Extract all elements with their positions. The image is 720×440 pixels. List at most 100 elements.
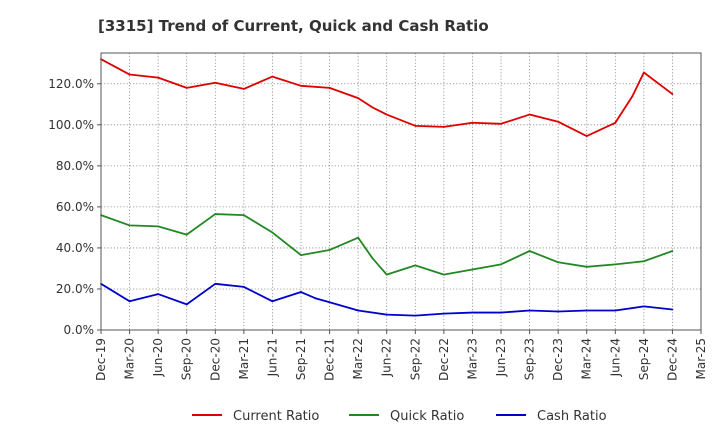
cash-ratio-point — [271, 300, 274, 303]
legend-label: Cash Ratio — [537, 409, 607, 424]
cash-ratio-point — [328, 301, 331, 304]
current-ratio-point — [214, 81, 217, 84]
cash-ratio-point — [671, 308, 674, 311]
current-ratio-point — [500, 122, 502, 125]
cash-ratio-point — [642, 305, 645, 308]
current-ratio-point — [185, 86, 188, 89]
grid — [101, 53, 701, 330]
legend-label: Quick Ratio — [390, 409, 464, 424]
quick-ratio-point — [642, 260, 645, 263]
x-tick-label: Dec-23 — [551, 338, 565, 381]
y-tick-label: 80.0% — [56, 159, 94, 173]
cash-ratio-point — [500, 311, 502, 314]
x-tick-label: Sep-20 — [180, 338, 194, 380]
quick-ratio-point — [128, 224, 131, 227]
current-ratio-point — [528, 113, 531, 116]
cash-ratio-point — [385, 313, 388, 316]
series-lines — [100, 58, 674, 317]
cash-ratio-point — [314, 297, 317, 300]
x-tick-label: Mar-23 — [465, 338, 479, 379]
quick-ratio-point — [442, 273, 445, 276]
plot-frame — [100, 52, 702, 331]
x-tick-label: Jun-22 — [380, 338, 394, 377]
current-ratio-point — [614, 121, 617, 124]
cash-ratio-point — [242, 286, 245, 288]
y-tick-label: 100.0% — [48, 118, 94, 132]
legend-label: Current Ratio — [233, 409, 319, 424]
cash-ratio-point — [357, 309, 360, 312]
x-tick-label: Sep-21 — [294, 338, 308, 380]
current-ratio-point — [442, 125, 445, 128]
current-ratio-point — [557, 120, 560, 123]
chart-title: [3315] Trend of Current, Quick and Cash … — [98, 17, 489, 35]
cash-ratio-point — [300, 291, 302, 293]
quick-ratio-point — [557, 261, 560, 264]
current-ratio-point — [471, 121, 474, 124]
current-ratio-point — [631, 95, 634, 97]
x-tick-label: Dec-19 — [94, 338, 108, 381]
y-axis: 0.0% 20.0% 40.0% 60.0% 80.0% 100.0% 120.0% — [48, 77, 101, 337]
quick-ratio-point — [671, 250, 674, 252]
x-tick-label: Mar-22 — [351, 338, 365, 379]
quick-ratio-point — [385, 273, 388, 276]
cash-ratio-line — [100, 282, 673, 317]
x-tick-label: Dec-20 — [208, 338, 222, 381]
quick-ratio-point — [357, 236, 360, 239]
current-ratio-point — [371, 106, 374, 109]
cash-ratio-point — [471, 311, 474, 314]
x-tick-label: Jun-24 — [608, 338, 622, 377]
current-ratio-point — [300, 84, 302, 87]
current-ratio-point — [414, 124, 417, 127]
x-tick-label: Dec-22 — [437, 338, 451, 381]
quick-ratio-point — [185, 233, 188, 236]
cash-ratio-point — [185, 303, 188, 306]
y-tick-label: 20.0% — [56, 282, 94, 296]
quick-ratio-point — [528, 250, 531, 252]
x-tick-label: Mar-25 — [694, 338, 708, 379]
quick-ratio-point — [157, 225, 160, 228]
quick-ratio-point — [371, 257, 374, 260]
legend-item-current-ratio[interactable]: Current Ratio — [192, 409, 319, 424]
quick-ratio-point — [471, 268, 474, 271]
current-ratio-point — [157, 76, 160, 79]
current-ratio-point — [642, 71, 645, 74]
cash-ratio-point — [528, 309, 531, 312]
x-tick-label: Dec-24 — [665, 338, 679, 381]
quick-ratio-point — [500, 263, 502, 266]
x-tick-label: Mar-21 — [237, 338, 251, 379]
current-ratio-point — [385, 113, 388, 116]
current-ratio-point — [242, 88, 245, 90]
y-tick-label: 120.0% — [48, 77, 94, 91]
x-tick-label: Mar-20 — [123, 338, 137, 379]
quick-ratio-point — [414, 264, 417, 267]
current-ratio-point — [128, 73, 131, 76]
current-ratio-point — [671, 93, 674, 95]
quick-ratio-point — [242, 214, 245, 216]
x-tick-label: Mar-24 — [580, 338, 594, 379]
cash-ratio-point — [614, 309, 617, 312]
cash-ratio-point — [157, 293, 160, 295]
cash-ratio-point — [414, 314, 417, 317]
legend[interactable]: Current Ratio Quick Ratio Cash Ratio — [192, 409, 607, 424]
quick-ratio-line — [100, 213, 673, 276]
x-tick-label: Sep-24 — [637, 338, 651, 380]
cash-ratio-point — [442, 312, 445, 315]
x-tick-label: Jun-20 — [151, 338, 165, 377]
current-ratio-point — [271, 75, 274, 78]
current-ratio-point — [328, 86, 331, 89]
cash-ratio-point — [214, 282, 217, 285]
cash-ratio-point — [128, 300, 131, 303]
x-axis: Dec-19 Mar-20 Jun-20 Sep-20 Dec-20 Mar-21 Jun-… — [94, 330, 708, 381]
y-tick-label: 40.0% — [56, 241, 94, 255]
current-ratio-point — [585, 135, 588, 138]
quick-ratio-point — [271, 231, 274, 234]
y-tick-label: 0.0% — [64, 323, 95, 337]
cash-ratio-point — [585, 309, 588, 312]
quick-ratio-point — [214, 213, 217, 215]
legend-item-cash-ratio[interactable]: Cash Ratio — [496, 409, 607, 424]
cash-ratio-point — [557, 310, 560, 313]
legend-item-quick-ratio[interactable]: Quick Ratio — [349, 409, 464, 424]
x-tick-label: Sep-23 — [523, 338, 537, 380]
quick-ratio-point — [300, 254, 302, 257]
